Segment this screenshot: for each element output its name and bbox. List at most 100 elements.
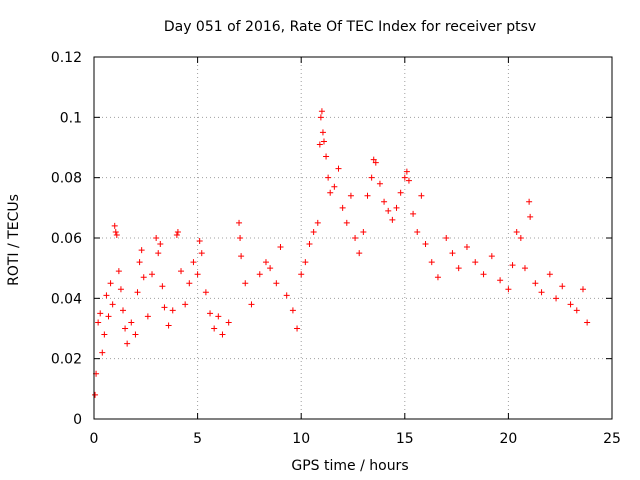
- data-point: [325, 174, 332, 181]
- data-point: [319, 129, 326, 136]
- data-point: [418, 192, 425, 199]
- data-point: [198, 250, 205, 257]
- data-point: [339, 204, 346, 211]
- data-point: [318, 108, 325, 115]
- data-point: [401, 174, 408, 181]
- chart-title: Day 051 of 2016, Rate Of TEC Index for r…: [164, 19, 536, 35]
- data-point: [472, 259, 479, 266]
- data-point: [277, 244, 284, 251]
- data-point: [211, 325, 218, 332]
- y-axis-label: ROTI / TECUs: [6, 194, 22, 286]
- data-point: [403, 168, 410, 175]
- data-point: [455, 265, 462, 272]
- data-point: [579, 286, 586, 293]
- data-point: [368, 174, 375, 181]
- data-point: [124, 340, 131, 347]
- data-point: [513, 228, 520, 235]
- data-point: [190, 259, 197, 266]
- data-point: [385, 207, 392, 214]
- data-point: [225, 319, 232, 326]
- data-point: [132, 331, 139, 338]
- data-point: [509, 262, 516, 269]
- data-point: [497, 277, 504, 284]
- data-point: [306, 241, 313, 248]
- data-point: [573, 307, 580, 314]
- data-point: [157, 241, 164, 248]
- data-point: [109, 301, 116, 308]
- data-point: [173, 231, 180, 238]
- data-point: [92, 391, 99, 398]
- data-point: [449, 250, 456, 257]
- data-point: [381, 198, 388, 205]
- x-tick-label: 15: [396, 431, 414, 447]
- data-point: [103, 292, 110, 299]
- data-point: [463, 244, 470, 251]
- data-point: [194, 271, 201, 278]
- data-point: [122, 325, 129, 332]
- data-point: [115, 268, 122, 275]
- data-point: [256, 271, 263, 278]
- data-point: [169, 307, 176, 314]
- data-point: [370, 156, 377, 163]
- data-point: [273, 280, 280, 287]
- data-point: [310, 228, 317, 235]
- data-point: [97, 310, 104, 317]
- data-point: [182, 301, 189, 308]
- data-point: [99, 349, 106, 356]
- data-point: [101, 331, 108, 338]
- data-point: [111, 222, 118, 229]
- data-point: [196, 238, 203, 245]
- data-point: [236, 219, 243, 226]
- x-tick-label: 25: [603, 431, 621, 447]
- data-point: [331, 183, 338, 190]
- data-point: [314, 219, 321, 226]
- data-point: [488, 253, 495, 260]
- data-point: [112, 228, 119, 235]
- data-point: [134, 289, 141, 296]
- data-point: [144, 313, 151, 320]
- data-point: [202, 289, 209, 296]
- data-point: [95, 319, 102, 326]
- data-point: [567, 301, 574, 308]
- grid-lines: [94, 57, 612, 419]
- data-point: [153, 235, 160, 241]
- data-point: [443, 235, 450, 241]
- data-point: [237, 235, 244, 241]
- data-point: [364, 192, 371, 199]
- data-point: [538, 289, 545, 296]
- data-point: [327, 189, 334, 196]
- y-tick-label: 0.08: [51, 171, 82, 187]
- data-point: [165, 322, 172, 329]
- data-point: [113, 231, 120, 238]
- data-point: [186, 280, 193, 287]
- data-point: [107, 280, 114, 287]
- data-point: [559, 283, 566, 290]
- data-point: [372, 159, 379, 166]
- y-tick-label: 0: [73, 412, 82, 428]
- data-point: [242, 280, 249, 287]
- data-point: [298, 271, 305, 278]
- data-point: [532, 280, 539, 287]
- data-point: [178, 268, 185, 275]
- x-tick-label: 0: [90, 431, 99, 447]
- data-point: [352, 235, 359, 241]
- data-point: [410, 210, 417, 217]
- data-point: [317, 114, 324, 121]
- x-tick-label: 20: [499, 431, 517, 447]
- data-point: [128, 319, 135, 326]
- data-point: [414, 228, 421, 235]
- data-point: [238, 253, 245, 260]
- data-point: [140, 274, 147, 281]
- data-point: [323, 153, 330, 160]
- data-point: [405, 177, 412, 184]
- data-point: [159, 283, 166, 290]
- data-point: [149, 271, 156, 278]
- data-point: [480, 271, 487, 278]
- data-point: [397, 189, 404, 196]
- data-point: [393, 204, 400, 211]
- data-point: [136, 259, 143, 266]
- data-point: [422, 241, 429, 248]
- y-tick-label: 0.1: [60, 110, 82, 126]
- data-point: [248, 301, 255, 308]
